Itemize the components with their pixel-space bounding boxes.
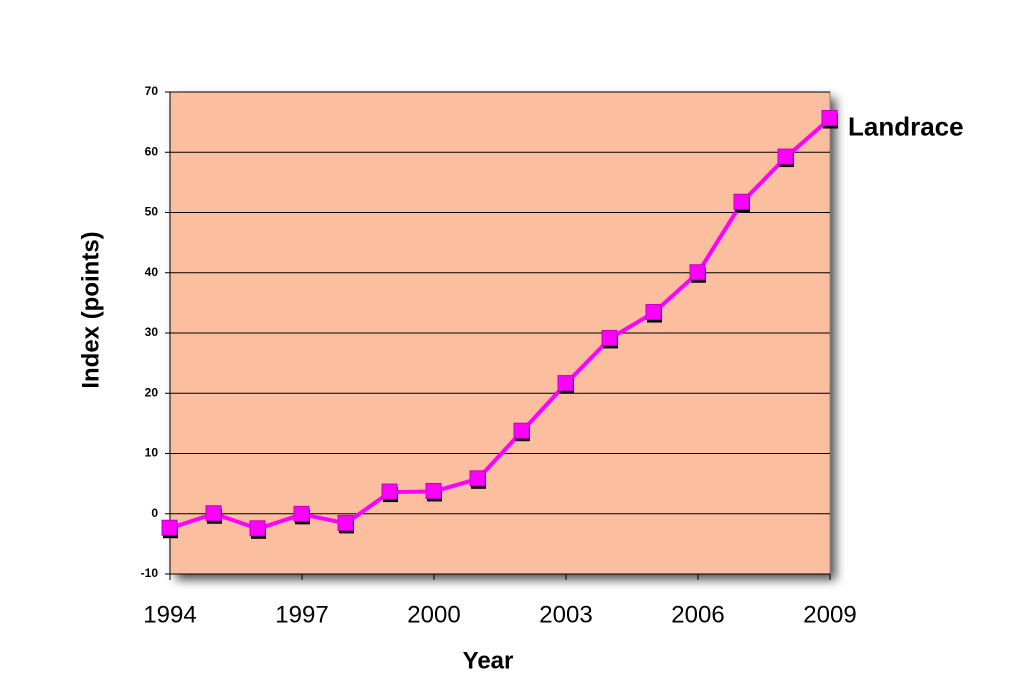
y-tick-label: 50	[145, 205, 159, 219]
marker	[293, 505, 310, 522]
marker	[821, 110, 838, 127]
marker	[337, 514, 354, 531]
marker	[777, 148, 794, 165]
marker	[689, 264, 706, 281]
x-tick-label: 2006	[671, 601, 724, 628]
marker	[645, 304, 662, 321]
marker	[601, 329, 618, 346]
y-tick-label: 60	[145, 144, 159, 158]
x-tick-label: 2000	[407, 601, 460, 628]
marker	[205, 505, 222, 522]
marker	[513, 422, 530, 439]
marker	[733, 193, 750, 210]
y-tick-label: 70	[145, 84, 159, 98]
y-axis-label: Index (points)	[77, 231, 104, 388]
series-label: Landrace	[848, 111, 964, 141]
y-tick-label: 20	[145, 385, 159, 399]
y-tick-label: 40	[145, 265, 159, 279]
x-tick-label: 2009	[803, 601, 856, 628]
y-tick-label: 0	[151, 506, 158, 520]
marker	[161, 519, 178, 536]
marker	[557, 375, 574, 392]
marker	[425, 482, 442, 499]
y-tick-label: -10	[141, 566, 159, 580]
x-tick-label: 1994	[143, 601, 196, 628]
marker	[381, 483, 398, 500]
data-line	[169, 117, 832, 531]
marker	[249, 520, 266, 537]
x-tick-label: 1997	[275, 601, 328, 628]
marker	[469, 470, 486, 487]
x-tick-label: 2003	[539, 601, 592, 628]
y-tick-label: 30	[145, 325, 159, 339]
y-tick-label: 10	[145, 446, 159, 460]
x-axis-label: Year	[463, 647, 514, 674]
